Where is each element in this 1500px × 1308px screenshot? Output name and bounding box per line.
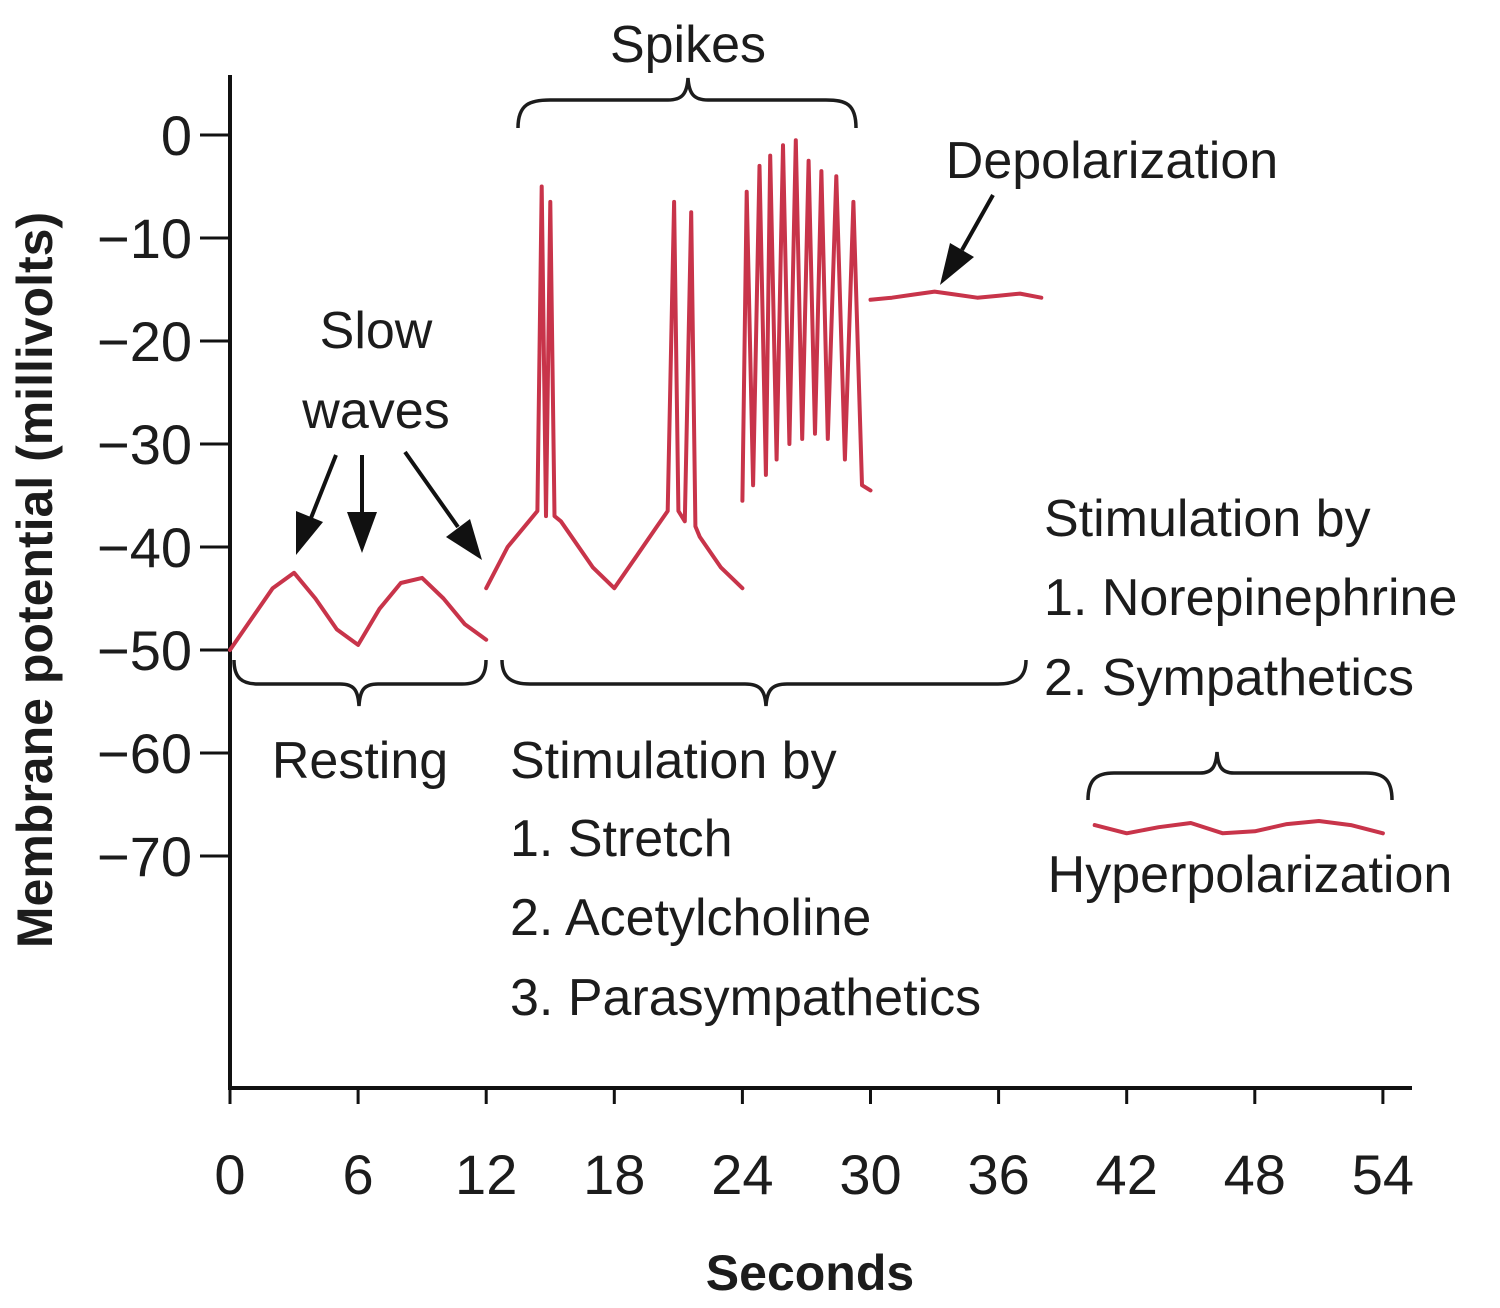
- y-tick-label: −50: [97, 619, 192, 682]
- depolarization-label: Depolarization: [946, 132, 1278, 190]
- slow-wave-arrow-2-head: [347, 512, 377, 553]
- y-tick-label: −20: [97, 310, 192, 373]
- stimulation-excitatory-line-4: 3. Parasympathetics: [510, 969, 981, 1027]
- x-tick-label: 12: [455, 1143, 517, 1206]
- slow-waves-label-line-2: waves: [301, 382, 449, 440]
- x-tick-label: 30: [839, 1143, 901, 1206]
- y-tick-label: −30: [97, 413, 192, 476]
- x-tick-label: 54: [1352, 1143, 1414, 1206]
- spikes-brace: [516, 77, 858, 129]
- resting-label: Resting: [272, 732, 448, 790]
- y-tick-label: −10: [97, 207, 192, 270]
- slow-wave-arrow-1-head: [296, 511, 323, 555]
- x-tick-label: 24: [711, 1143, 773, 1206]
- trace-stimulation-1: [484, 184, 745, 591]
- hyperpolarization-brace: [1086, 751, 1394, 801]
- x-ticks: 0 6 12 18 24 30 36 42 48 54: [214, 1088, 1414, 1206]
- stimulation-excitatory-brace: [500, 659, 1028, 707]
- traces: [228, 138, 1385, 836]
- x-tick-label: 0: [214, 1143, 245, 1206]
- trace-stimulation-2: [740, 138, 873, 503]
- stimulation-excitatory-line-1: Stimulation by: [510, 732, 837, 790]
- resting-brace: [232, 659, 488, 707]
- y-tick-label: 0: [161, 104, 192, 167]
- y-tick-label: −40: [97, 516, 192, 579]
- x-tick-label: 6: [343, 1143, 374, 1206]
- slow-wave-arrow-1-shaft: [309, 454, 338, 519]
- hyperpolarization-label: Hyperpolarization: [1048, 846, 1453, 904]
- y-axis-title: Membrane potential (millivolts): [7, 212, 63, 948]
- trace-resting: [228, 570, 489, 652]
- slow-wave-arrow-3-shaft: [403, 450, 460, 529]
- stimulation-inhibitory-line-2: 1. Norepinephrine: [1044, 569, 1457, 627]
- axes: [228, 75, 1412, 1090]
- x-tick-label: 48: [1224, 1143, 1286, 1206]
- slow-waves-label-line-1: Slow: [320, 302, 433, 360]
- stimulation-excitatory-line-2: 1. Stretch: [510, 810, 733, 868]
- trace-depolarization: [868, 289, 1044, 302]
- y-ticks: 0 −10 −20 −30 −40 −50 −60 −70: [97, 104, 230, 888]
- stimulation-inhibitory-line-1: Stimulation by: [1044, 490, 1371, 548]
- stimulation-inhibitory-line-3: 2. Sympathetics: [1044, 649, 1414, 707]
- y-tick-label: −70: [97, 825, 192, 888]
- x-tick-label: 18: [583, 1143, 645, 1206]
- x-tick-label: 36: [967, 1143, 1029, 1206]
- stimulation-excitatory-line-3: 2. Acetylcholine: [510, 889, 871, 947]
- slow-wave-arrow-3-head: [446, 519, 482, 560]
- x-axis-title: Seconds: [706, 1245, 914, 1301]
- y-tick-label: −60: [97, 722, 192, 785]
- arrows: [296, 194, 995, 560]
- x-tick-label: 42: [1096, 1143, 1158, 1206]
- depolarization-arrow-shaft: [960, 194, 995, 251]
- spikes-label: Spikes: [610, 16, 766, 74]
- braces: [232, 77, 1394, 801]
- depolarization-arrow-head: [940, 243, 974, 285]
- trace-hyperpolarization: [1092, 819, 1385, 836]
- annotations: Spikes Depolarization Slow waves Resting…: [272, 16, 1458, 1027]
